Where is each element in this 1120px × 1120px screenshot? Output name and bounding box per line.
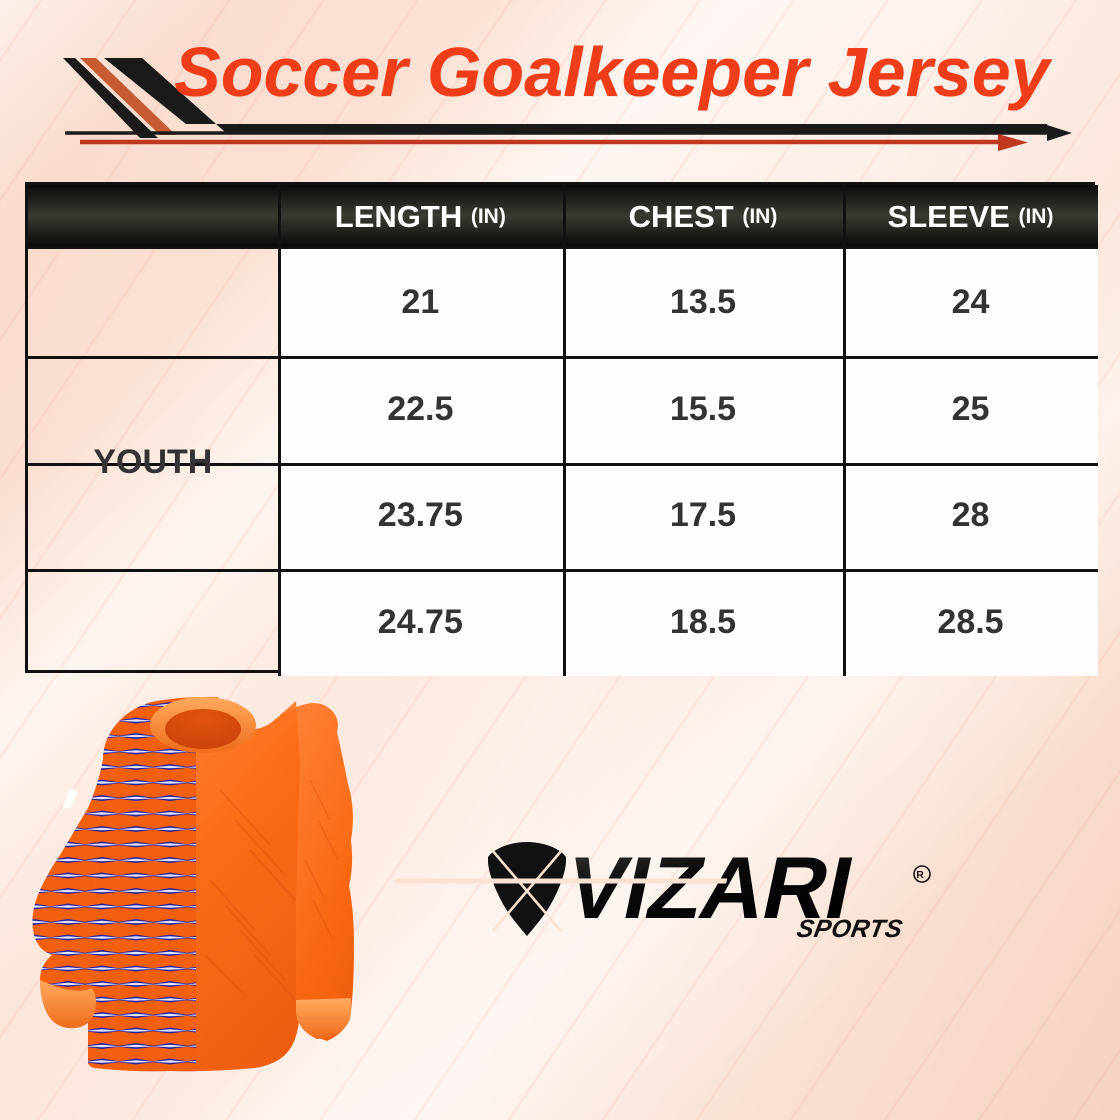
- svg-text:R: R: [916, 869, 924, 881]
- svg-text:SPORTS: SPORTS: [795, 915, 905, 943]
